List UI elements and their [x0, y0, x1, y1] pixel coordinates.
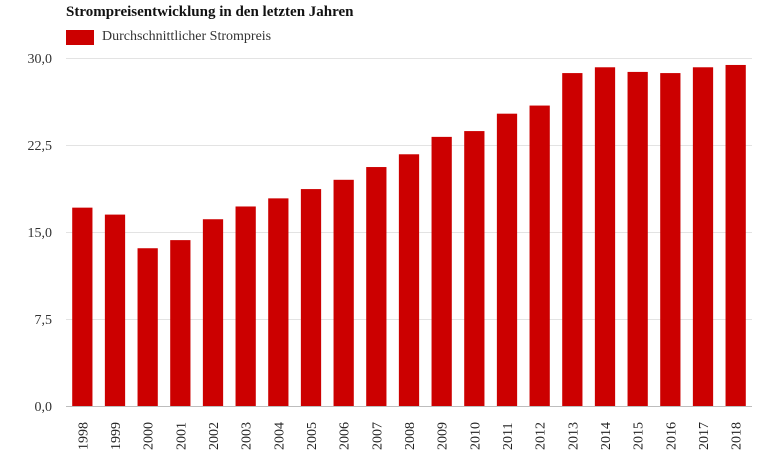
x-tick-label: 2014: [599, 422, 614, 450]
x-tick-label: 2012: [534, 422, 549, 450]
x-tick-label: 2011: [501, 423, 516, 450]
bar-2001: [170, 240, 191, 406]
bar-2018: [725, 64, 746, 407]
x-tick-label: 2002: [207, 422, 222, 450]
bar-2004: [268, 198, 289, 406]
y-tick-label: 7,5: [35, 313, 53, 328]
bar-2013: [562, 73, 583, 406]
x-tick-label: 2006: [338, 422, 353, 450]
x-tick-label: 2005: [305, 422, 320, 450]
y-tick-label: 15,0: [28, 226, 53, 241]
chart-title: Strompreisentwicklung in den letzten Jah…: [66, 4, 354, 20]
x-tick-label: 2018: [730, 422, 745, 450]
x-tick-label: 2015: [632, 422, 647, 450]
bar-2015: [627, 71, 648, 407]
bar-2000: [137, 248, 158, 406]
x-tick-label: 2000: [142, 422, 157, 450]
bar-2011: [496, 113, 518, 407]
bar-2008: [398, 154, 420, 406]
x-tick-label: 2004: [272, 422, 287, 450]
x-tick-label: 1998: [76, 422, 91, 450]
bar-2006: [333, 179, 354, 406]
x-axis-ticks: 1998 1999 2000 2001 2002 2003 2004 2005 2006 2007…: [76, 422, 744, 450]
legend: Durchschnittlicher Strompreis: [66, 29, 271, 45]
x-tick-label: 2007: [370, 422, 385, 450]
bar-2009: [431, 136, 452, 406]
bar-2014: [594, 67, 616, 406]
legend-label: Durchschnittlicher Strompreis: [102, 29, 272, 44]
bar-1998: [72, 207, 93, 406]
x-tick-label: 2010: [468, 422, 483, 450]
y-tick-label: 0,0: [35, 400, 53, 415]
bar-1999: [104, 214, 126, 406]
x-tick-label: 2017: [697, 422, 712, 450]
bar-2003: [235, 206, 256, 406]
x-tick-label: 2013: [566, 422, 581, 450]
bar-2005: [300, 189, 322, 406]
bar-2002: [202, 219, 224, 406]
y-tick-label: 30,0: [28, 52, 53, 67]
x-tick-label: 2008: [403, 422, 418, 450]
bar-2016: [660, 73, 681, 406]
x-tick-label: 2003: [240, 422, 255, 450]
y-axis-ticks: 0,0 7,5 15,0 22,5 30,0: [28, 52, 53, 415]
x-tick-label: 2009: [436, 422, 451, 450]
x-tick-label: 1999: [109, 422, 124, 450]
legend-swatch: [66, 29, 94, 45]
x-tick-label: 2001: [174, 422, 189, 450]
y-tick-label: 22,5: [28, 139, 53, 154]
bar-2010: [464, 131, 485, 406]
bar-2012: [529, 105, 550, 406]
bar-2007: [366, 167, 387, 406]
x-tick-label: 2016: [664, 422, 679, 450]
bars: [72, 64, 746, 407]
bar-2017: [692, 67, 714, 406]
